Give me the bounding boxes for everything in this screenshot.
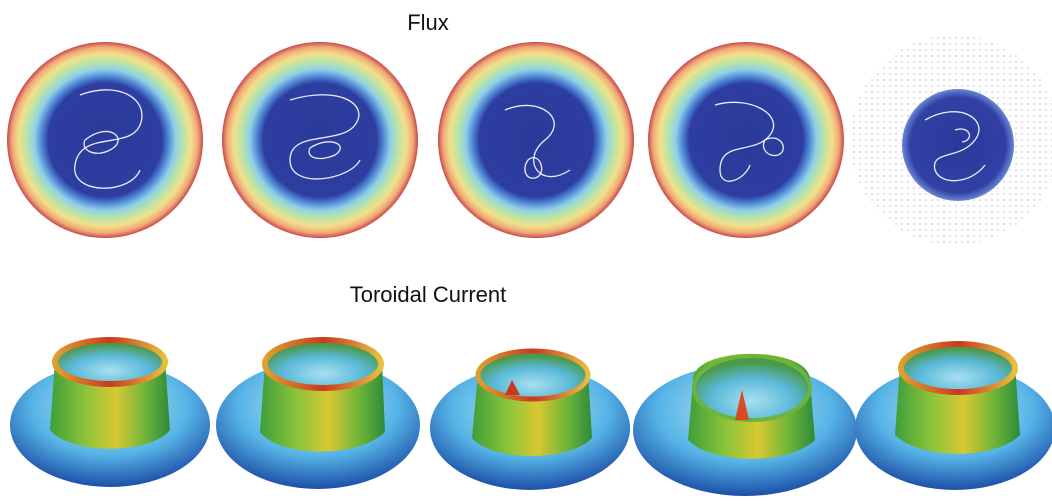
flux-disk (222, 42, 418, 238)
current-surface (216, 337, 420, 489)
current-surface (10, 337, 210, 487)
flux-disk (648, 42, 844, 238)
current-surface (633, 353, 857, 496)
flux-title: Flux (407, 10, 449, 35)
flux-disk (7, 42, 203, 238)
current-panels (10, 337, 1052, 496)
flux-disk (438, 42, 634, 238)
toroidal-title: Toroidal Current (350, 282, 507, 307)
current-surface (855, 341, 1052, 490)
flux-panels (7, 35, 1052, 245)
current-surface (430, 348, 630, 490)
flux-disk-scattered (850, 35, 1052, 245)
